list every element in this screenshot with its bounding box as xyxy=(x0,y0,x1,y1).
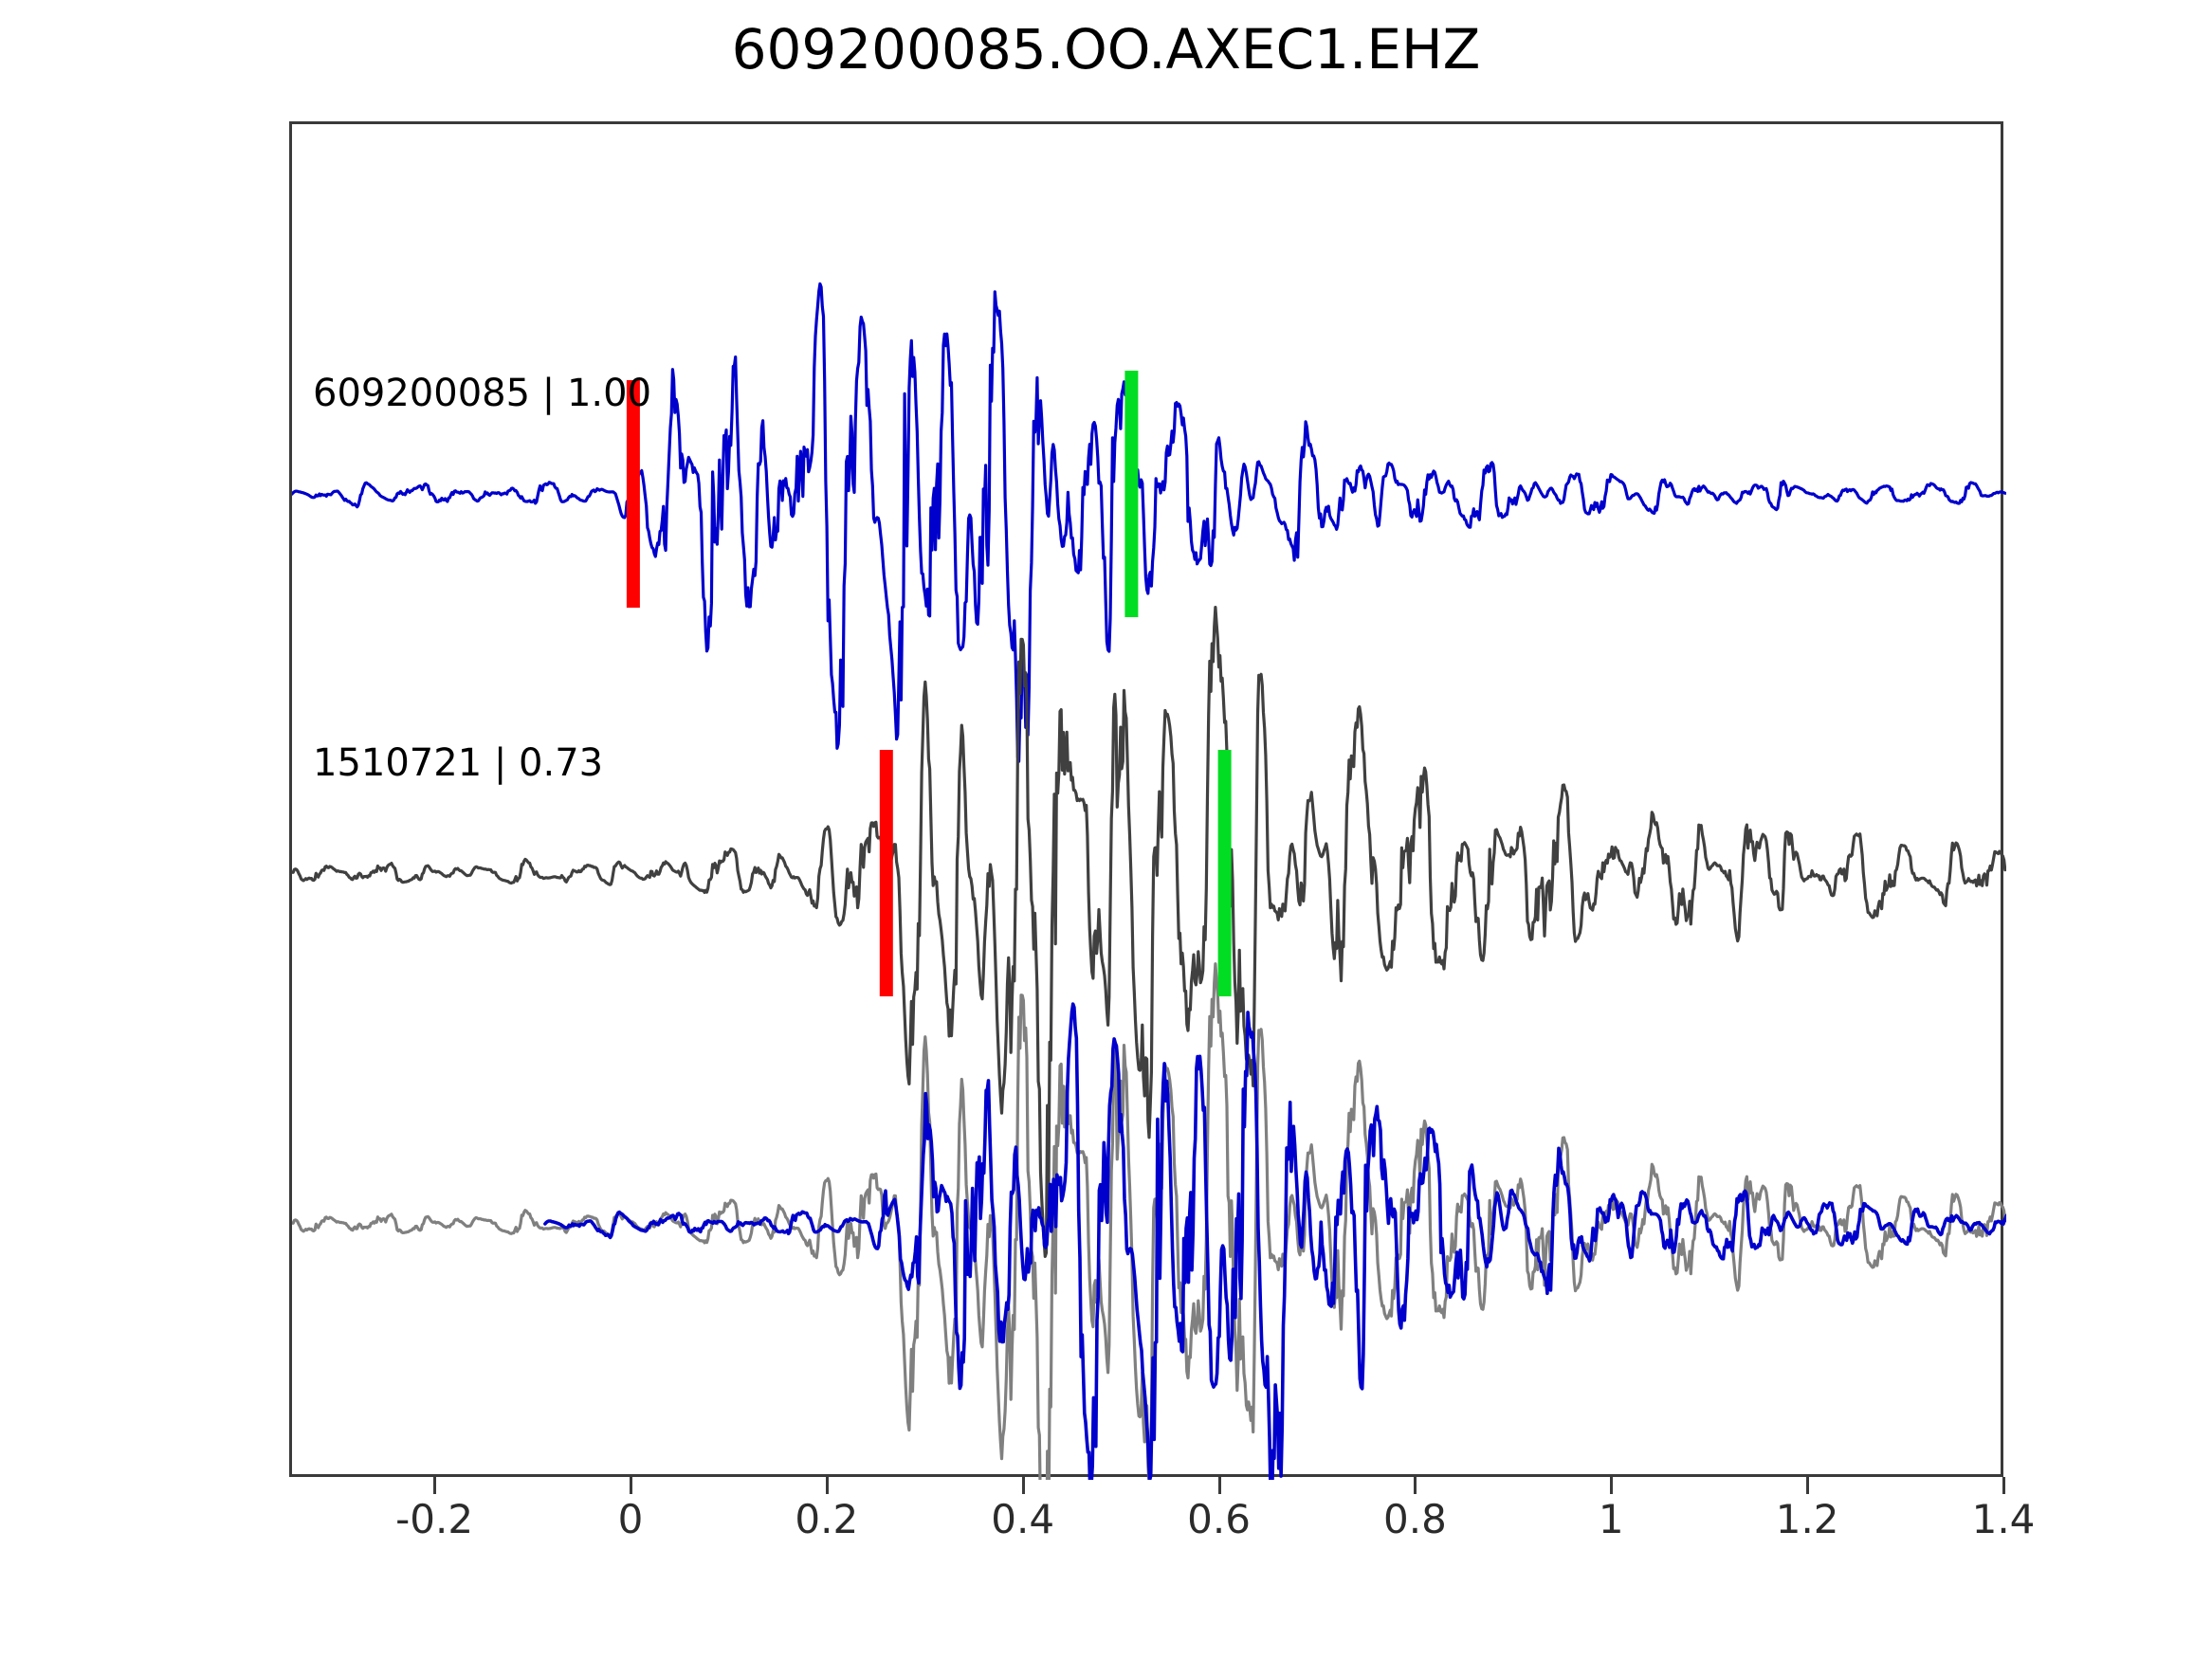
pick-marker-s-trace-0 xyxy=(1124,371,1139,617)
x-tick-label: 0.6 xyxy=(1187,1496,1251,1542)
x-tick-label: 0.4 xyxy=(991,1496,1055,1542)
x-tick-label: 0 xyxy=(617,1496,644,1542)
x-tick-mark xyxy=(629,1477,632,1494)
x-tick-mark xyxy=(1414,1477,1417,1494)
x-tick-label: 0.2 xyxy=(795,1496,859,1542)
pick-marker-s-trace-1 xyxy=(1217,750,1232,996)
x-tick-mark xyxy=(1021,1477,1025,1494)
trace-label-1: 1510721 | 0.73 xyxy=(313,741,604,785)
x-tick-label: 1 xyxy=(1598,1496,1624,1542)
x-tick-mark xyxy=(2002,1477,2005,1494)
waveform-canvas xyxy=(292,282,2006,1480)
x-tick-mark xyxy=(1217,1477,1221,1494)
x-tick-label: 1.4 xyxy=(1971,1496,2036,1542)
pick-marker-p-trace-1 xyxy=(879,750,893,996)
x-tick-label: -0.2 xyxy=(395,1496,474,1542)
pick-marker-p-trace-0 xyxy=(626,380,640,608)
x-tick-label: 0.8 xyxy=(1382,1496,1447,1542)
x-tick-mark xyxy=(1610,1477,1614,1494)
x-tick-mark xyxy=(1806,1477,1810,1494)
plot-axes-frame xyxy=(289,121,2006,1480)
x-tick-label: 1.2 xyxy=(1775,1496,1839,1542)
page-title: 609200085.OO.AXEC1.EHZ xyxy=(731,17,1481,82)
x-tick-mark xyxy=(433,1477,437,1494)
trace-label-0: 609200085 | 1.00 xyxy=(313,372,652,415)
x-tick-mark xyxy=(825,1477,829,1494)
